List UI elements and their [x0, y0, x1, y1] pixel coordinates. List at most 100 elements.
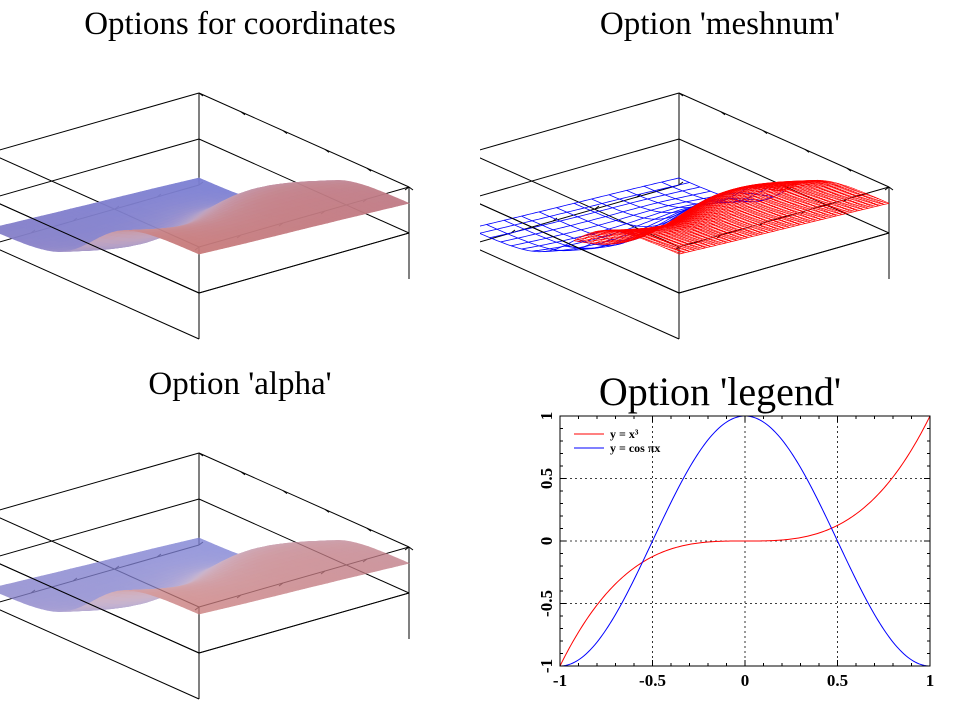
mesh-line — [600, 228, 706, 249]
mesh-line — [684, 202, 790, 228]
mesh-line — [699, 196, 806, 224]
box-edge — [0, 92, 200, 151]
mesh-line — [678, 205, 785, 229]
mesh-line — [773, 180, 879, 207]
mesh-line — [591, 198, 697, 220]
mesh-line — [521, 215, 627, 246]
box-tick — [366, 167, 372, 172]
panel-title-alpha: Option 'alpha' — [148, 366, 332, 402]
box-tick — [240, 471, 246, 476]
mesh-line — [594, 228, 701, 250]
mesh-line — [486, 224, 592, 252]
box-tick — [408, 546, 414, 551]
mesh-line — [615, 226, 722, 245]
y-tick-label: 1 — [537, 412, 556, 421]
box-edge — [198, 452, 410, 548]
y-tick-labels: -1 -0.5 0 0.5 1 — [537, 412, 556, 673]
axis-box-front — [0, 203, 410, 294]
box-tick — [198, 452, 204, 457]
chart-ticks — [559, 415, 931, 667]
box-tick — [404, 546, 410, 551]
surface-plot-alpha — [0, 452, 414, 700]
panel-title-legend: Option 'legend' — [598, 369, 842, 414]
mesh-line — [705, 194, 811, 223]
axis-box-front — [480, 203, 890, 294]
mesh-line — [563, 192, 774, 249]
mesh-line — [673, 207, 779, 231]
box-tick — [324, 509, 330, 513]
x-tick-labels: -1 -0.5 0 0.5 1 — [553, 671, 934, 690]
x-tick-label: 1 — [926, 671, 935, 690]
mesh-line — [715, 190, 821, 220]
x-tick-label: 0.5 — [827, 671, 848, 690]
box-tick — [678, 92, 684, 97]
box-edge — [0, 138, 200, 197]
mesh-line — [710, 192, 816, 222]
box-edge — [198, 592, 410, 654]
mesh-line — [752, 182, 858, 212]
box-edge — [678, 232, 890, 294]
surface-patch — [192, 609, 206, 615]
mesh-plot-meshnum — [480, 92, 894, 340]
mesh-line — [783, 179, 890, 204]
mesh-line — [731, 186, 837, 217]
box-tick — [594, 205, 600, 210]
mesh-line — [626, 224, 732, 243]
legend-label-cosine: y = cos πx — [610, 441, 660, 455]
x-tick-label: -0.5 — [639, 671, 666, 690]
surface — [0, 177, 410, 255]
box-tick — [240, 111, 246, 116]
mesh-line — [668, 209, 774, 232]
box-tick — [282, 490, 288, 494]
series-line-cosine — [560, 416, 930, 666]
box-tick — [846, 167, 852, 172]
mesh-line — [720, 188, 827, 219]
y-tick-label: -1 — [537, 659, 556, 673]
box-edge — [0, 563, 200, 654]
box-tick — [408, 186, 414, 191]
mesh-line — [610, 226, 716, 246]
box-tick — [884, 186, 890, 191]
surface-patch — [192, 249, 206, 255]
y-tick-label: 0 — [537, 537, 556, 546]
mesh-line — [689, 200, 795, 227]
y-tick-label: -0.5 — [537, 590, 556, 617]
box-edge — [480, 249, 680, 340]
panel-title-meshnum: Option 'meshnum' — [599, 6, 841, 42]
mesh-line — [631, 222, 737, 241]
box-tick — [552, 217, 558, 222]
box-tick — [762, 130, 768, 134]
surface-plot-coordinates — [0, 92, 414, 340]
box-edge — [198, 92, 410, 188]
mesh-line — [584, 229, 690, 252]
chart-series — [560, 416, 930, 666]
mesh-line — [621, 225, 727, 244]
box-edge — [198, 232, 410, 294]
box-edge — [480, 203, 680, 294]
box-edge — [0, 452, 200, 511]
x-tick-label: 0 — [741, 671, 750, 690]
box-tick — [198, 92, 204, 97]
mesh-line — [694, 198, 800, 226]
mesh-line — [480, 233, 575, 253]
box-tick — [282, 130, 288, 134]
y-tick-label: 0.5 — [537, 468, 556, 489]
box-tick — [404, 186, 410, 191]
box-edge — [678, 92, 890, 188]
mesh-line — [636, 221, 743, 240]
mesh — [480, 177, 890, 255]
box-tick — [804, 149, 810, 153]
box-tick — [366, 527, 372, 532]
mesh-line — [657, 213, 764, 235]
box-edge — [480, 138, 680, 197]
legend-label-cubic: y = x³ — [610, 427, 639, 441]
mesh-line — [757, 181, 863, 210]
series-line-cubic — [560, 416, 930, 666]
surface — [0, 537, 410, 615]
mesh-line — [503, 219, 610, 250]
mesh-line — [778, 180, 884, 205]
box-edge — [0, 498, 200, 557]
box-edge — [0, 609, 200, 700]
mesh-line — [642, 219, 748, 238]
axis-box-front — [0, 563, 410, 654]
